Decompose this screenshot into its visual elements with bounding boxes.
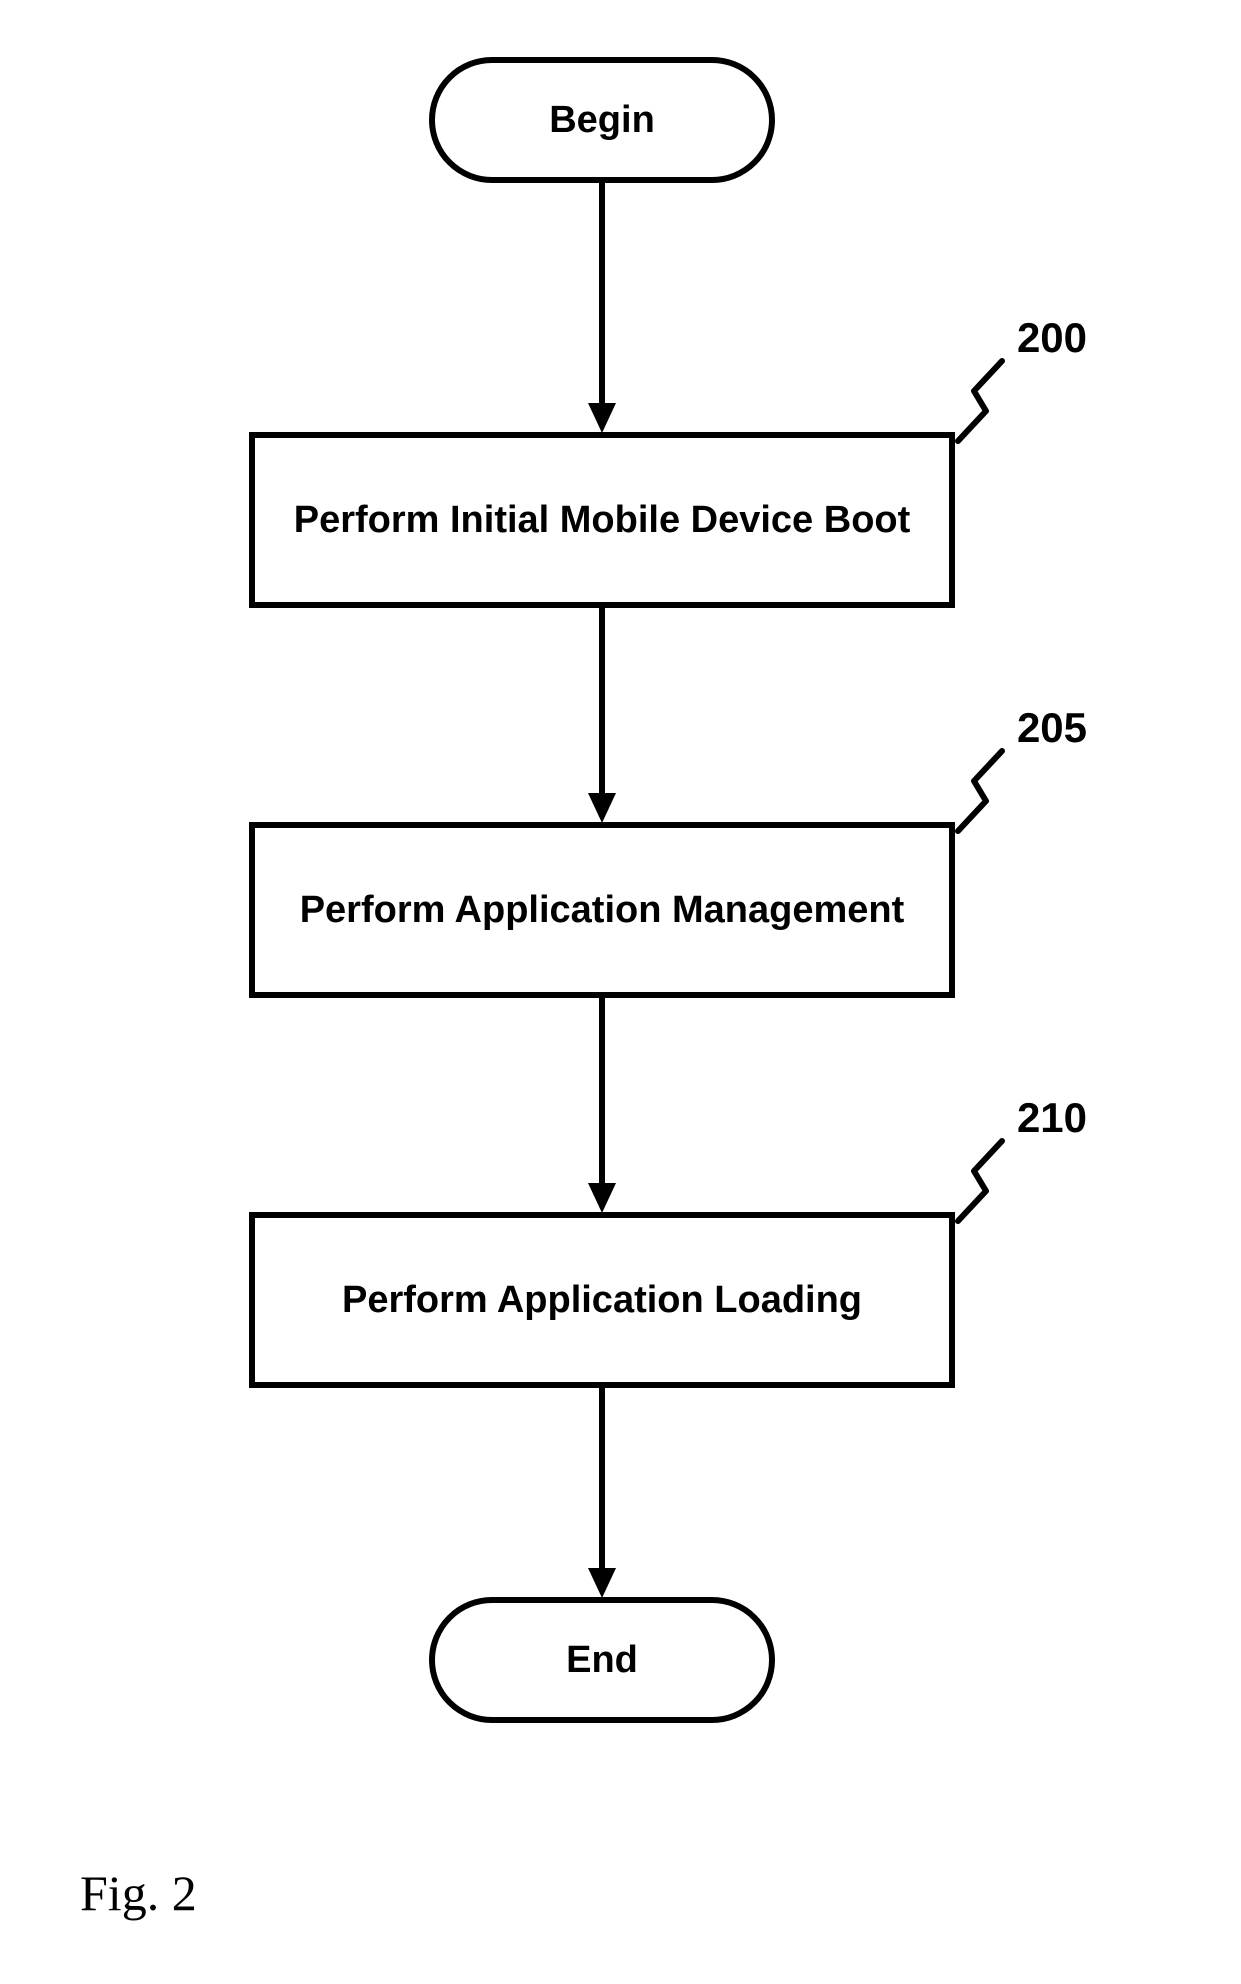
- arrowhead-load-to-end: [588, 1568, 616, 1598]
- node-boot: Perform Initial Mobile Device Boot 200: [252, 314, 1087, 605]
- node-load-label: Perform Application Loading: [342, 1279, 862, 1321]
- arrowhead-mgmt-to-load: [588, 1183, 616, 1213]
- node-begin-label: Begin: [549, 99, 655, 141]
- node-mgmt-label: Perform Application Management: [300, 889, 905, 931]
- ref-load: 210: [1017, 1094, 1087, 1141]
- arrowhead-begin-to-boot: [588, 403, 616, 433]
- leader-boot: [958, 361, 1002, 441]
- node-boot-label: Perform Initial Mobile Device Boot: [294, 499, 911, 541]
- leader-load: [958, 1141, 1002, 1221]
- leader-mgmt: [958, 751, 1002, 831]
- arrowhead-boot-to-mgmt: [588, 793, 616, 823]
- figure-caption: Fig. 2: [80, 1865, 197, 1921]
- node-end: End: [432, 1600, 772, 1720]
- flowchart-canvas: Begin Perform Initial Mobile Device Boot 2…: [0, 0, 1241, 1984]
- ref-mgmt: 205: [1017, 704, 1087, 751]
- node-begin: Begin: [432, 60, 772, 180]
- node-load: Perform Application Loading 210: [252, 1094, 1087, 1385]
- ref-boot: 200: [1017, 314, 1087, 361]
- node-end-label: End: [566, 1639, 638, 1681]
- node-mgmt: Perform Application Management 205: [252, 704, 1087, 995]
